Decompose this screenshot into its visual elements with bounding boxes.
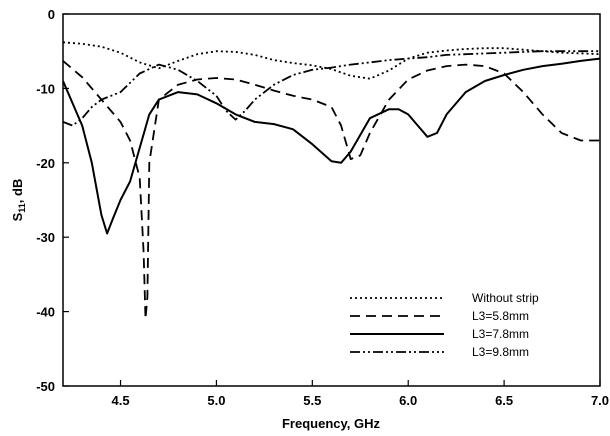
series-line-1 — [63, 41, 600, 80]
y-tick-label: -30 — [36, 230, 55, 245]
x-tick-label: 6.0 — [399, 393, 417, 408]
x-axis-title: Frequency, GHz — [282, 416, 381, 431]
y-tick-label: 0 — [48, 7, 55, 22]
y-tick-label: -40 — [36, 305, 55, 320]
x-tick-label: 5.0 — [207, 393, 225, 408]
x-tick-label: 6.5 — [495, 393, 513, 408]
series-line-2 — [63, 60, 600, 320]
y-axis-title-rest: , dB — [10, 179, 25, 204]
y-tick-label: -20 — [36, 156, 55, 171]
y-axis-title-subscript: 11 — [17, 203, 27, 213]
legend-label: L3=9.8mm — [472, 345, 529, 359]
series-line-3 — [63, 57, 600, 235]
legend-label: L3=7.8mm — [472, 327, 529, 341]
y-tick-label: -10 — [36, 81, 55, 96]
x-tick-label: 7.0 — [591, 393, 609, 408]
x-tick-label: 4.5 — [111, 393, 129, 408]
x-axis-ticks: 4.5 5.0 5.5 6.0 6.5 7.0 — [111, 380, 609, 408]
plot-frame — [62, 13, 601, 387]
legend-label: Without strip — [472, 291, 539, 305]
y-axis-title: S11, dB — [10, 179, 27, 222]
series-line-4 — [63, 50, 600, 127]
x-tick-label: 5.5 — [303, 393, 321, 408]
legend-label: L3=5.8mm — [472, 309, 529, 323]
y-axis-ticks: 0 -10 -20 -30 -40 -50 — [36, 7, 69, 394]
y-axis-title-main: S — [10, 212, 25, 221]
legend: Without strip L3=5.8mm L3=7.8mm L3=9.8mm — [350, 291, 539, 359]
series-lines — [63, 41, 600, 320]
y-tick-label: -50 — [36, 379, 55, 394]
